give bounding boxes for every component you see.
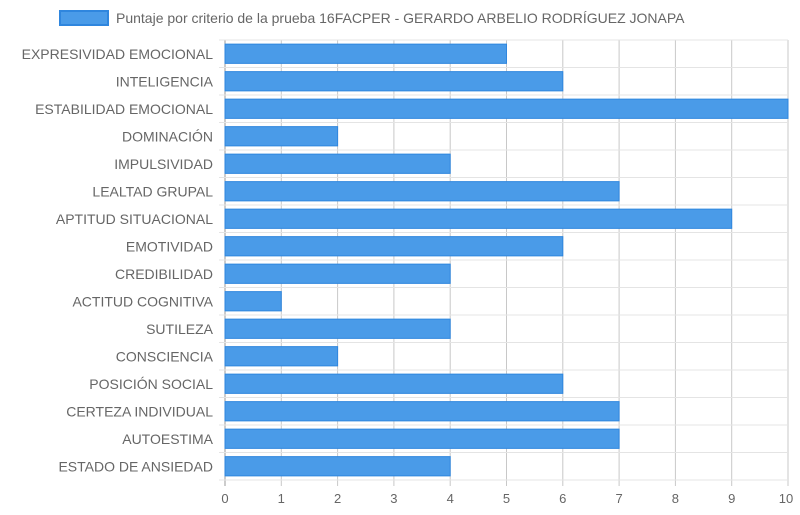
category-label: CONSCIENCIA [116,348,214,364]
bar[interactable] [224,71,564,92]
y-axis-labels: EXPRESIVIDAD EMOCIONAL INTELIGENCIA ESTABI… [22,46,214,475]
x-tick-label: 7 [615,491,622,506]
bar[interactable] [224,236,564,257]
category-label: APTITUD SITUACIONAL [56,211,213,227]
category-label: IMPULSIVIDAD [114,156,213,172]
x-tick-label: 5 [503,491,510,506]
category-label: CREDIBILIDAD [115,266,213,282]
legend-label: Puntaje por criterio de la prueba 16FACP… [116,10,685,26]
category-label: CERTEZA INDIVIDUAL [66,403,213,419]
category-label: EMOTIVIDAD [126,238,213,254]
x-tick-label: 2 [334,491,341,506]
category-label: SUTILEZA [146,321,214,337]
category-label: ESTABILIDAD EMOCIONAL [35,101,213,117]
bar[interactable] [224,126,339,147]
category-label: AUTOESTIMA [122,431,213,447]
x-tick-label: 8 [672,491,679,506]
x-tick-label: 3 [390,491,397,506]
bar[interactable] [224,263,451,284]
bar[interactable] [224,428,620,449]
legend-swatch [59,10,109,26]
category-label: ESTADO DE ANSIEDAD [58,458,213,474]
category-label: EXPRESIVIDAD EMOCIONAL [22,46,214,62]
bar[interactable] [224,181,620,202]
category-label: INTELIGENCIA [116,73,214,89]
bar[interactable] [224,346,339,367]
x-tick-label: 1 [278,491,285,506]
bar[interactable] [224,153,451,174]
bar[interactable] [224,373,564,394]
legend[interactable]: Puntaje por criterio de la prueba 16FACP… [59,10,685,26]
bar[interactable] [224,456,451,477]
x-tick-label: 6 [559,491,566,506]
bar[interactable] [224,318,451,339]
category-label: LEALTAD GRUPAL [92,183,213,199]
x-tick-label: 0 [221,491,228,506]
category-label: ACTITUD COGNITIVA [72,293,213,309]
x-tick-label: 9 [728,491,735,506]
x-tick-label: 10 [779,491,793,506]
bar[interactable] [224,208,733,229]
bar[interactable] [224,43,507,64]
x-axis-tick-labels: 0 1 2 3 4 5 6 7 8 9 10 [221,491,793,506]
bars [224,43,789,477]
category-label: POSICIÓN SOCIAL [89,376,213,392]
category-label: DOMINACIÓN [122,128,213,144]
x-tick-label: 4 [447,491,454,506]
bar[interactable] [224,98,789,119]
bar[interactable] [224,291,282,312]
bar[interactable] [224,401,620,422]
